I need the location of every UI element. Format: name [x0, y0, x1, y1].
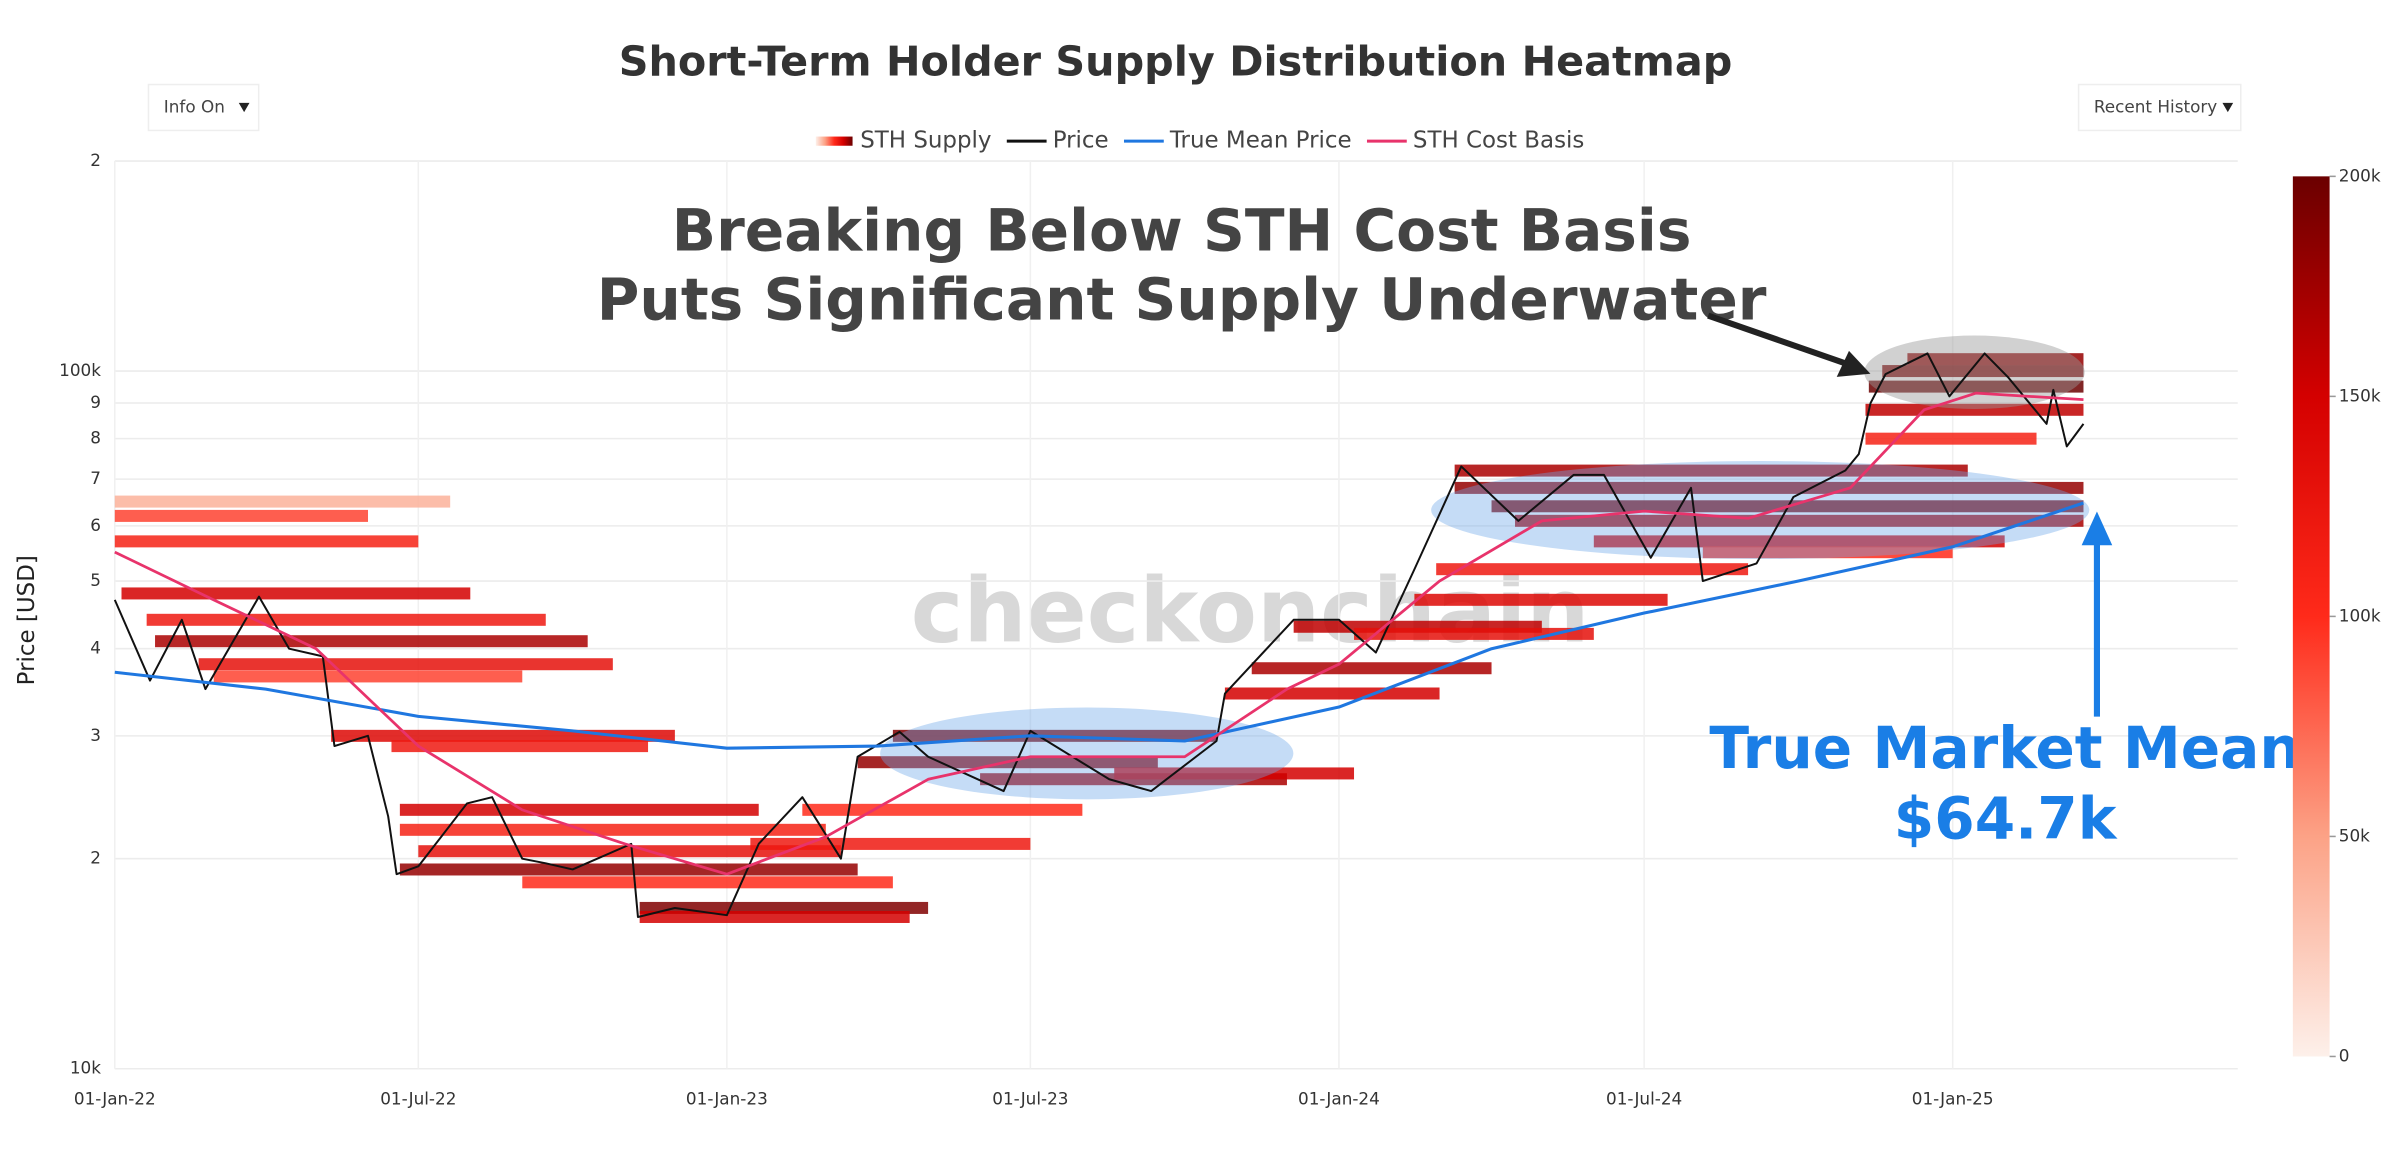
dropdown-box[interactable] [2077, 83, 2242, 132]
legend-label: True Mean Price [1169, 128, 1352, 154]
x-tick-label: 01-Jul-22 [380, 1088, 456, 1108]
heat-band [639, 910, 910, 923]
chart-title: Short-Term Holder Supply Distribution He… [619, 38, 1733, 86]
colorbar: 0 50k 100k 150k 200k [2292, 165, 2381, 1065]
heat-band [1865, 432, 2037, 445]
dropdown-arrow[interactable] [2222, 102, 2234, 113]
heat-band [1702, 546, 1953, 559]
heat-band [1224, 687, 1440, 700]
annotation: True Market Mean [1709, 714, 2300, 782]
legend-label: STH Supply [860, 128, 991, 154]
grid: 10k 2 3 4 5 6 7 8 9 100k 2 01-Jan-22 01-Jul-22 01-Jan… [59, 150, 2238, 1108]
heat-band [522, 876, 893, 889]
annotation: Breaking Below STH Cost Basis [672, 197, 1692, 265]
legend-label: Price [1053, 128, 1109, 154]
heat-band [1414, 593, 1668, 606]
legend-swatch [815, 136, 853, 146]
heat-band [1436, 563, 1749, 576]
x-tick-label: 01-Jan-24 [1298, 1088, 1380, 1108]
history-dropdown[interactable]: Recent History [2077, 83, 2242, 132]
x-tick-label: 01-Jan-23 [686, 1088, 768, 1108]
heat-band [802, 803, 1083, 816]
highlight-ellipse [1864, 335, 2085, 410]
heat-band [114, 495, 451, 508]
y-tick-label: 7 [90, 468, 101, 488]
heat-band [1593, 535, 2005, 548]
heat-band [1865, 403, 2084, 416]
x-tick-label: 01-Jul-24 [1606, 1088, 1682, 1108]
info-dropdown[interactable]: Info On [147, 83, 260, 132]
heat-band [399, 803, 759, 816]
y-tick-label: 9 [90, 392, 101, 412]
heat-band [331, 729, 675, 742]
y-tick-label: 2 [90, 150, 101, 170]
annotation: Puts Significant Supply Underwater [597, 266, 1767, 334]
series-line [113, 352, 2085, 919]
dropdown-label[interactable]: Recent History [2094, 96, 2217, 116]
y-tick-label: 6 [90, 515, 101, 535]
heat-band [198, 658, 613, 671]
heat-band [1907, 353, 2084, 366]
heat-band [750, 837, 1031, 850]
heat-band [114, 509, 369, 522]
series-line [114, 391, 2084, 876]
heat-band [1454, 481, 2084, 494]
y-tick-label: 8 [90, 428, 101, 448]
heat-band [1354, 627, 1594, 640]
heat-band [121, 587, 471, 600]
dropdown-box[interactable] [147, 83, 260, 132]
legend: STH Supply Price True Mean Price STH Cost B… [815, 128, 1584, 154]
arrow-shaft [1707, 312, 1850, 368]
highlight-ellipse [880, 707, 1294, 800]
x-tick-label: 01-Jan-25 [1912, 1088, 1994, 1108]
heat-band [1251, 662, 1492, 675]
heat-band [1114, 767, 1355, 780]
heat-band [1882, 365, 2084, 378]
dropdown-label[interactable]: Info On [164, 96, 225, 116]
colorbar-tick-label: 50k [2339, 825, 2370, 845]
series-line [114, 501, 2084, 750]
x-tick-label: 01-Jul-23 [992, 1088, 1068, 1108]
arrow-head [2081, 511, 2113, 546]
annotation: $64.7k [1894, 784, 2118, 852]
y-tick-label: 100k [59, 360, 101, 380]
colorbar-tick-label: 0 [2339, 1045, 2350, 1065]
x-tick-label: 01-Jan-22 [74, 1088, 156, 1108]
y-tick-label: 2 [90, 848, 101, 868]
heat-band [418, 845, 841, 858]
heat-band [399, 863, 858, 876]
colorbar-tick-label: 150k [2339, 385, 2381, 405]
dropdown-arrow[interactable] [238, 102, 250, 113]
y-tick-label: 5 [90, 570, 101, 590]
colorbar-tick-label: 100k [2339, 605, 2381, 625]
heat-band [391, 740, 649, 753]
heat-band [155, 635, 588, 648]
y-tick-label: 4 [90, 638, 101, 658]
lines [113, 352, 2085, 919]
heat-band [1293, 620, 1542, 633]
arrow-head [1836, 350, 1871, 377]
y-tick-label: 10k [70, 1058, 101, 1078]
y-axis-title: Price [USD] [14, 555, 40, 685]
heat-band [639, 901, 929, 914]
heat-band [1454, 464, 1968, 477]
legend-label: STH Cost Basis [1413, 128, 1584, 154]
y-tick-label: 3 [90, 725, 101, 745]
heat-band [146, 613, 546, 626]
colorbar-scale [2292, 176, 2330, 1057]
heat-band [213, 670, 523, 683]
watermark: checkonchain [911, 560, 1590, 663]
highlight-ellipse [1431, 461, 2090, 560]
colorbar-tick-label: 200k [2339, 165, 2381, 185]
heat-band [1515, 514, 2084, 527]
heat-band [1868, 380, 2084, 393]
heat-band [114, 535, 419, 548]
heat-band [399, 823, 826, 836]
